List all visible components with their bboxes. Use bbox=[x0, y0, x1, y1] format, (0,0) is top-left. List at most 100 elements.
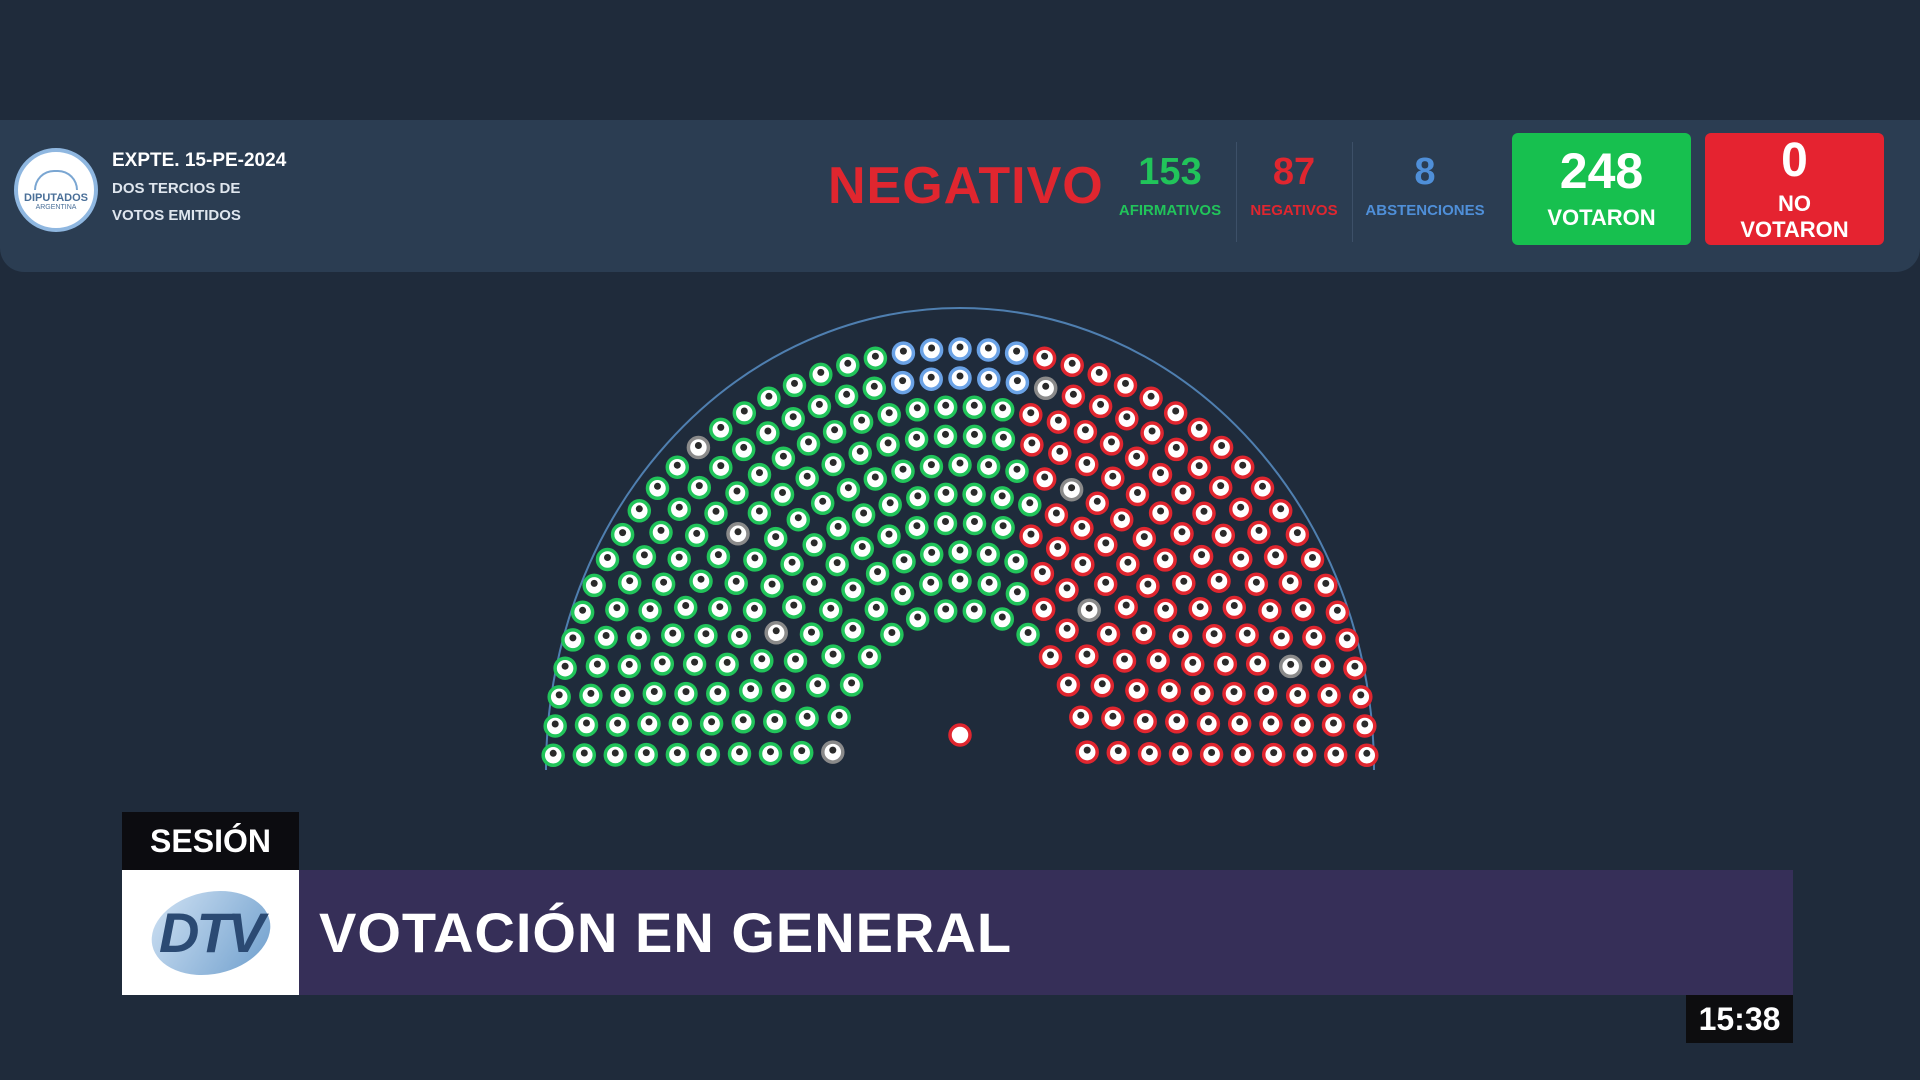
seat-person-icon bbox=[1013, 588, 1021, 596]
seat-person-icon bbox=[803, 472, 811, 480]
seat-person-icon bbox=[833, 559, 841, 567]
seat-person-icon bbox=[1200, 507, 1208, 515]
seat-person-icon bbox=[1157, 469, 1164, 477]
seat-person-icon bbox=[1140, 627, 1148, 635]
seat-person-icon bbox=[771, 716, 779, 723]
seat-person-icon bbox=[914, 492, 922, 500]
vote-result: NEGATIVO bbox=[828, 157, 1104, 215]
seat-person-icon bbox=[1024, 629, 1032, 636]
seat-person-icon bbox=[871, 473, 879, 481]
seat-person-icon bbox=[927, 461, 935, 469]
seat-person-icon bbox=[1063, 584, 1071, 592]
seat-person-icon bbox=[1154, 655, 1162, 663]
seat-person-icon bbox=[874, 568, 882, 576]
seat-person-icon bbox=[654, 482, 661, 490]
seat-person-icon bbox=[1198, 551, 1206, 559]
clock: 15:38 bbox=[1686, 995, 1793, 1043]
seat-person-icon bbox=[790, 601, 798, 609]
seat-person-icon bbox=[884, 439, 892, 447]
seat-person-icon bbox=[1122, 601, 1130, 609]
seat-person-icon bbox=[1162, 604, 1169, 612]
seat-person-icon bbox=[587, 689, 595, 697]
seat-person-icon bbox=[650, 688, 658, 695]
seat-person-icon bbox=[723, 658, 731, 666]
seat-person-icon bbox=[1236, 718, 1244, 726]
seat-person-icon bbox=[1333, 606, 1341, 614]
seat-person-icon bbox=[843, 390, 851, 398]
seat-person-icon bbox=[1147, 392, 1155, 400]
seat-person-icon bbox=[1294, 690, 1302, 697]
seat-person-icon bbox=[1108, 438, 1115, 446]
seat-person-icon bbox=[747, 685, 755, 693]
seat-person-icon bbox=[1286, 577, 1294, 585]
seat-person-icon bbox=[1013, 377, 1021, 385]
seat-person-icon bbox=[1165, 685, 1173, 693]
seat-person-icon bbox=[827, 604, 835, 612]
seat-person-icon bbox=[1064, 679, 1072, 687]
seat-person-icon bbox=[1309, 554, 1316, 561]
seat-person-icon bbox=[549, 749, 557, 757]
votaron-label: VOTARON bbox=[1547, 205, 1656, 230]
vote-summary-bar: DIPUTADOS ARGENTINA EXPTE. 15-PE-2024 DO… bbox=[0, 120, 1920, 272]
seat-person-icon bbox=[772, 627, 780, 635]
seat-person-icon bbox=[1195, 462, 1203, 470]
seat-person-icon bbox=[899, 377, 907, 385]
seat-person-icon bbox=[900, 556, 908, 564]
seat-person-icon bbox=[613, 604, 621, 612]
seat-person-icon bbox=[1013, 347, 1021, 355]
seat-person-icon bbox=[858, 543, 866, 550]
seat-person-icon bbox=[682, 688, 690, 696]
seat-person-icon bbox=[1121, 655, 1128, 663]
seat-person-icon bbox=[1123, 413, 1131, 421]
afirmativos-label: AFIRMATIVOS bbox=[1118, 202, 1222, 219]
seat-person-icon bbox=[1173, 716, 1181, 724]
seat-person-icon bbox=[1237, 503, 1245, 511]
seat-person-icon bbox=[805, 438, 812, 446]
seat-person-icon bbox=[1266, 605, 1274, 613]
seat-person-icon bbox=[673, 461, 681, 469]
seat-person-icon bbox=[848, 679, 856, 687]
seat-person-icon bbox=[913, 404, 921, 412]
seat-person-icon bbox=[999, 404, 1007, 412]
seat-person-icon bbox=[914, 613, 922, 621]
seat-person-icon bbox=[1332, 749, 1340, 757]
seat-person-icon bbox=[1083, 650, 1091, 658]
seat-person-icon bbox=[860, 509, 868, 517]
no-votaron-box: 0 NO VOTARON bbox=[1705, 133, 1884, 245]
seat-person-icon bbox=[849, 584, 857, 592]
seat-person-icon bbox=[831, 426, 839, 434]
seat-person-icon bbox=[626, 577, 634, 585]
seat-person-icon bbox=[956, 459, 964, 467]
seat-person-icon bbox=[1361, 720, 1369, 728]
seat-person-icon bbox=[927, 578, 935, 586]
no-votaron-label-line1: NO bbox=[1778, 191, 1811, 216]
seat-person-icon bbox=[815, 400, 823, 408]
seat-person-icon bbox=[1243, 629, 1251, 637]
seat-person-icon bbox=[1189, 658, 1197, 666]
abstenciones-value: 8 bbox=[1414, 151, 1436, 193]
seat-person-icon bbox=[675, 553, 683, 561]
seat-person-icon bbox=[694, 442, 702, 449]
seat-person-icon bbox=[1144, 580, 1152, 588]
seat-person-icon bbox=[619, 529, 627, 537]
seat-person-icon bbox=[1109, 472, 1117, 480]
seat-person-icon bbox=[580, 749, 588, 757]
seat-person-icon bbox=[604, 554, 611, 561]
seat-person-icon bbox=[1277, 505, 1285, 513]
seat-person-icon bbox=[1195, 423, 1203, 431]
seat-person-icon bbox=[870, 382, 878, 390]
seat-person-icon bbox=[810, 539, 818, 547]
seat-person-icon bbox=[858, 416, 866, 424]
seat-person-icon bbox=[1027, 530, 1035, 538]
divider bbox=[1352, 142, 1353, 242]
seat-person-icon bbox=[716, 603, 724, 611]
seat-person-icon bbox=[764, 427, 772, 435]
seat-person-icon bbox=[1056, 447, 1064, 455]
divider bbox=[1236, 142, 1237, 242]
seat-person-icon bbox=[717, 423, 725, 431]
seat-person-icon bbox=[1237, 553, 1245, 561]
dtv-logo-text: DTV bbox=[159, 901, 265, 964]
seat-person-icon bbox=[1133, 684, 1141, 692]
seat-person-icon bbox=[602, 632, 610, 639]
seat-person-icon bbox=[1157, 507, 1165, 515]
